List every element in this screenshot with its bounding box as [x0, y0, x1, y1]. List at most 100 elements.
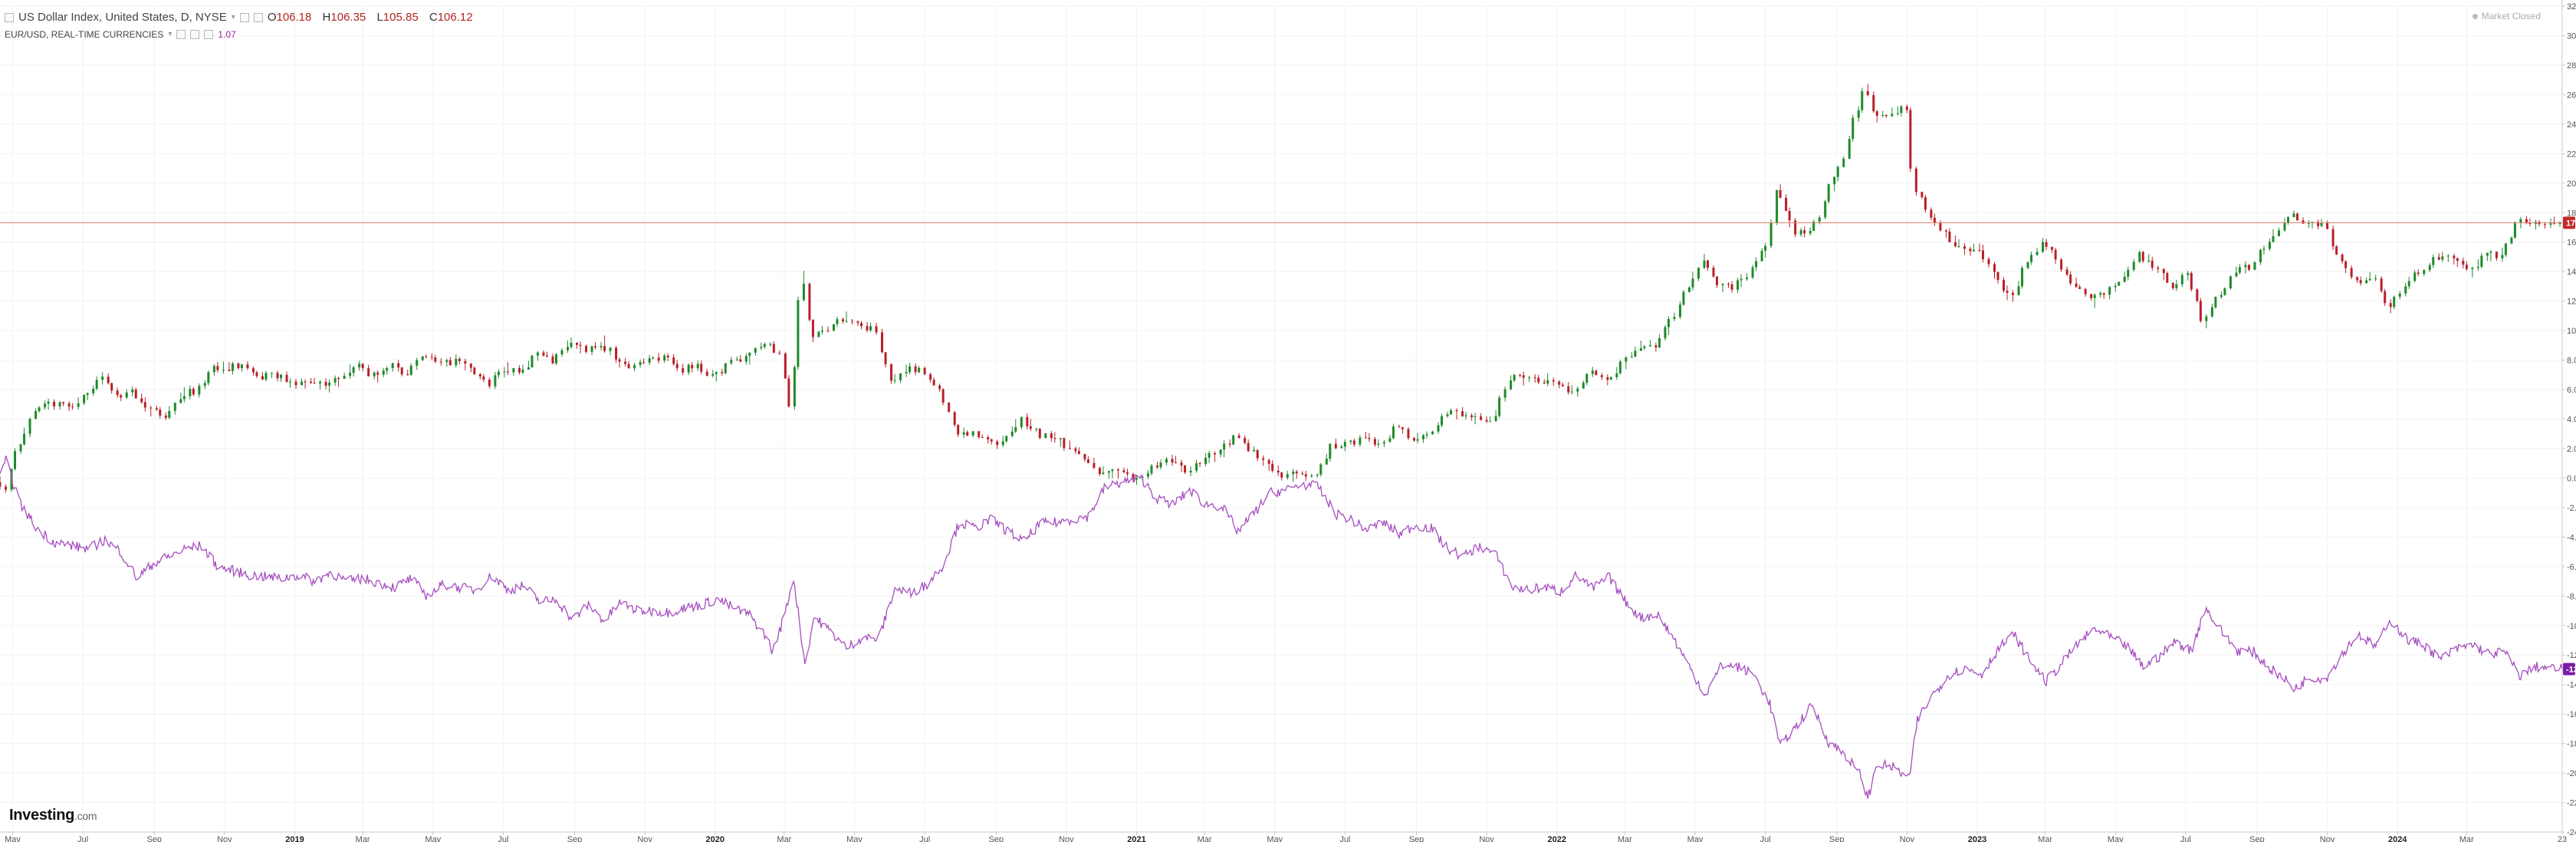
candle-body: [978, 431, 981, 438]
candle-body: [648, 358, 651, 363]
candle-body: [996, 441, 999, 446]
candle-body: [116, 390, 119, 396]
candle-body: [83, 395, 86, 403]
candle-body: [2205, 316, 2208, 321]
candle-body: [875, 326, 878, 333]
candle-body: [802, 284, 805, 301]
brand-name: Investing: [9, 807, 75, 824]
candle-body: [2513, 223, 2516, 238]
candle-body: [554, 354, 557, 363]
candle-body: [310, 381, 313, 383]
low-value: 105.85: [383, 11, 419, 24]
x-tick-label: Jul: [1339, 835, 1350, 842]
candle-body: [53, 401, 56, 407]
candle-body: [1740, 278, 1743, 281]
candle-body: [1921, 192, 1924, 198]
series-us-dollar-index: [0, 84, 2561, 493]
candle-body: [289, 381, 292, 383]
candle-body: [1836, 166, 1839, 177]
candle-body: [1184, 465, 1187, 473]
candle-body: [2344, 261, 2348, 268]
candle-body: [2480, 255, 2483, 267]
hide-icon[interactable]: [253, 13, 263, 22]
chevron-down-icon[interactable]: ▾: [231, 13, 235, 21]
collapse-toggle-icon[interactable]: [5, 13, 14, 22]
candle-body: [1125, 472, 1129, 475]
candle-body: [1582, 382, 1585, 389]
candle-body: [503, 371, 506, 373]
settings-icon[interactable]: [176, 30, 186, 39]
candle-body: [1455, 410, 1458, 412]
candle-body: [2021, 268, 2024, 287]
candle-body: [1480, 416, 1483, 420]
y-tick-label: -20.00%: [2567, 769, 2576, 778]
candle-body: [1769, 222, 1773, 246]
candle-body: [2090, 294, 2093, 298]
candle-body: [1349, 440, 1352, 442]
candle-body: [1364, 437, 1367, 439]
settings-icon[interactable]: [239, 13, 249, 22]
candle-body: [948, 402, 951, 413]
candle-body: [1884, 115, 1888, 117]
x-tick-label: 2020: [706, 835, 724, 842]
candle-body: [1654, 345, 1658, 347]
candle-body: [1697, 268, 1700, 279]
candle-body: [2423, 270, 2426, 275]
candle-body: [1431, 431, 1434, 435]
candle-body: [1352, 440, 1355, 445]
main-series-title[interactable]: US Dollar Index, United States, D, NYSE: [18, 11, 227, 24]
candle-body: [2292, 213, 2295, 218]
market-status-text: Market Closed: [2481, 11, 2541, 21]
candle-body: [1262, 458, 1265, 460]
candle-body: [349, 373, 352, 377]
candle-body: [1727, 284, 1730, 285]
compare-series-title[interactable]: EUR/USD, REAL-TIME CURRENCIES: [5, 29, 164, 40]
candle-body: [2214, 297, 2217, 308]
chevron-down-icon[interactable]: ▾: [168, 30, 172, 38]
candle-body: [1591, 370, 1594, 374]
candle-body: [576, 342, 579, 345]
y-tick-label: -8.00%: [2567, 592, 2576, 601]
candle-body: [2017, 286, 2020, 295]
candle-body: [748, 352, 751, 357]
candle-body: [724, 363, 727, 373]
candle-body: [633, 364, 636, 369]
candle-body: [1996, 271, 1999, 281]
candle-body: [2141, 252, 2144, 261]
candle-body: [1658, 338, 1661, 347]
remove-icon[interactable]: [204, 30, 214, 39]
candle-body: [2432, 257, 2435, 265]
candle-body: [570, 342, 573, 347]
candle-body: [1388, 438, 1392, 442]
candle-body: [914, 366, 917, 373]
candle-body: [1171, 459, 1174, 463]
candle-body: [1803, 230, 1806, 234]
candle-body: [2453, 255, 2456, 258]
hide-icon[interactable]: [190, 30, 200, 39]
candle-body: [941, 389, 945, 403]
candle-body: [918, 367, 921, 373]
candle-body: [797, 300, 800, 367]
candle-body: [1755, 261, 1758, 268]
x-tick-label: Mar: [777, 835, 791, 842]
candle-body: [67, 403, 71, 407]
candle-body: [1909, 110, 1912, 169]
candle-body: [367, 368, 370, 377]
candle-body: [929, 373, 932, 380]
candle-body: [246, 364, 249, 369]
candle-body: [2356, 277, 2359, 281]
y-tick-label: -10.00%: [2567, 622, 2576, 631]
candle-body: [1558, 381, 1561, 385]
candle-body: [2210, 307, 2213, 317]
candle-body: [551, 356, 554, 363]
candle-body: [416, 360, 419, 366]
candle-body: [1180, 462, 1183, 465]
high-label: H: [322, 11, 331, 24]
candle-body: [120, 395, 123, 398]
candle-body: [923, 367, 926, 374]
candle-body: [1664, 327, 1667, 339]
y-tick-label: 8.00%: [2567, 357, 2576, 366]
candle-body: [1280, 472, 1283, 478]
candle-body: [2235, 272, 2238, 277]
